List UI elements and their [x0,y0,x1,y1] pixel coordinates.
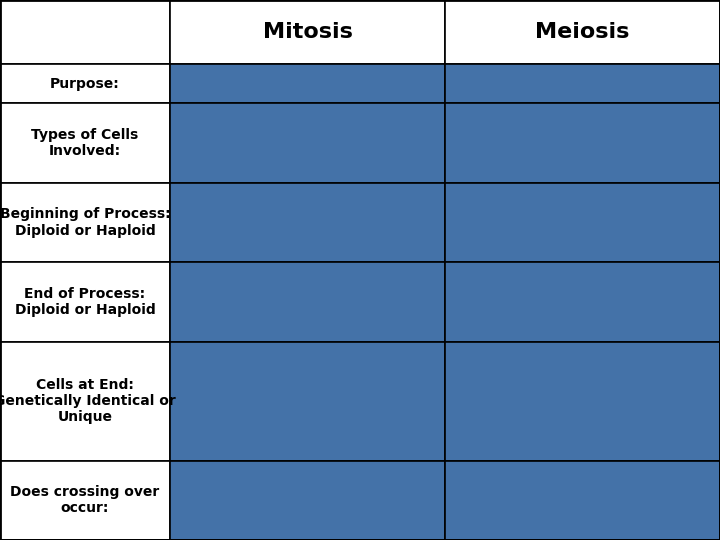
Bar [170,183,445,262]
Bar [445,461,720,540]
Bar [445,342,720,461]
Bar [445,183,720,262]
Text: Meiosis: Meiosis [535,22,630,42]
Bar [170,262,445,342]
Bar [445,64,720,104]
Bar [0,262,170,342]
Text: Beginning of Process:
Diploid or Haploid: Beginning of Process: Diploid or Haploid [0,207,170,238]
Text: Purpose:: Purpose: [50,77,120,91]
Bar [445,262,720,342]
Text: Types of Cells
Involved:: Types of Cells Involved: [32,128,138,158]
Bar [170,342,445,461]
Text: End of Process:
Diploid or Haploid: End of Process: Diploid or Haploid [14,287,156,317]
Bar [170,104,445,183]
Bar [445,0,720,64]
Bar [0,0,170,64]
Bar [0,461,170,540]
Bar [170,0,445,64]
Bar [0,104,170,183]
Text: Does crossing over
occur:: Does crossing over occur: [10,485,160,515]
Bar [0,183,170,262]
Text: Mitosis: Mitosis [263,22,352,42]
Bar [0,342,170,461]
Bar [170,461,445,540]
Bar [0,64,170,104]
Bar [445,104,720,183]
Text: Cells at End:
Genetically Identical or
Unique: Cells at End: Genetically Identical or U… [0,378,176,424]
Bar [170,64,445,104]
